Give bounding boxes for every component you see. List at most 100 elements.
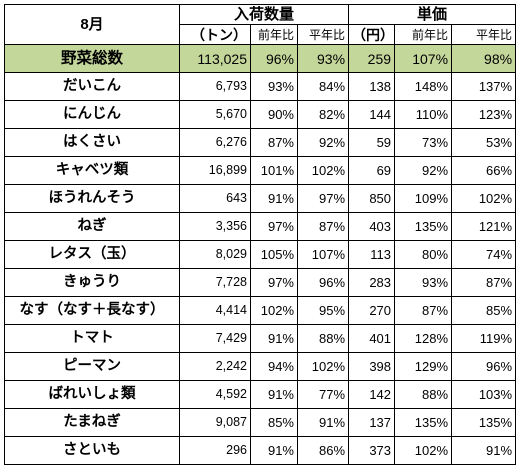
table-row: さといも 296 91% 86% 373 102% 91% bbox=[4, 436, 517, 465]
item-name: キャベツ類 bbox=[4, 156, 180, 185]
month-header: 8月 bbox=[4, 4, 180, 45]
unit-price: 850 bbox=[348, 184, 396, 213]
price-yoy: 107% bbox=[394, 44, 453, 73]
arrival-quantity: 7,429 bbox=[179, 324, 251, 353]
item-name: ねぎ bbox=[4, 212, 180, 241]
quantity-vs-average: 97% bbox=[296, 184, 350, 213]
item-name: ばれいしょ類 bbox=[4, 380, 180, 409]
arrival-quantity: 4,414 bbox=[179, 296, 251, 325]
price-yoy: 88% bbox=[394, 380, 453, 409]
quantity-yoy: 91% bbox=[250, 436, 298, 465]
quantity-yoy: 102% bbox=[250, 296, 298, 325]
price-vs-average: 98% bbox=[451, 44, 517, 73]
quantity-vs-average: 87% bbox=[296, 212, 350, 241]
unit-price: 138 bbox=[348, 72, 396, 101]
unit-price: 113 bbox=[348, 240, 396, 269]
unit-price: 283 bbox=[348, 268, 396, 297]
arrival-quantity: 643 bbox=[179, 184, 251, 213]
price-vs-average: 137% bbox=[451, 72, 517, 101]
table-row: なす（なす＋長なす） 4,414 102% 95% 270 87% 85% bbox=[4, 296, 517, 325]
item-name: ほうれんそう bbox=[4, 184, 180, 213]
price-vs-average: 66% bbox=[451, 156, 517, 185]
quantity-yoy: 87% bbox=[250, 128, 298, 157]
volume-avg-header: 平年比 bbox=[296, 24, 350, 45]
volume-group-header: 入荷数量 bbox=[178, 4, 350, 25]
item-name: ピーマン bbox=[4, 352, 180, 381]
quantity-vs-average: 96% bbox=[296, 268, 350, 297]
arrival-quantity: 3,356 bbox=[179, 212, 251, 241]
item-name: きゅうり bbox=[4, 268, 180, 297]
price-vs-average: 121% bbox=[451, 212, 517, 241]
price-yoy: 109% bbox=[394, 184, 453, 213]
table-row: トマト 7,429 91% 88% 401 128% 119% bbox=[4, 324, 517, 353]
price-yoy: 73% bbox=[394, 128, 453, 157]
quantity-yoy: 91% bbox=[250, 324, 298, 353]
quantity-vs-average: 92% bbox=[296, 128, 350, 157]
price-vs-average: 119% bbox=[451, 324, 517, 353]
price-vs-average: 91% bbox=[451, 436, 517, 465]
volume-yoy-header: 前年比 bbox=[250, 24, 298, 45]
price-vs-average: 85% bbox=[451, 296, 517, 325]
table-row: ばれいしょ類 4,592 91% 77% 142 88% 103% bbox=[4, 380, 517, 409]
quantity-yoy: 91% bbox=[250, 184, 298, 213]
table-row: きゅうり 7,728 97% 96% 283 93% 87% bbox=[4, 268, 517, 297]
price-vs-average: 102% bbox=[451, 184, 517, 213]
price-vs-average: 103% bbox=[451, 380, 517, 409]
table-header: 8月 入荷数量 単価 （トン） 前年比 平年比 （円） 前年比 平年比 bbox=[4, 4, 517, 45]
table-row: はくさい 6,276 87% 92% 59 73% 53% bbox=[4, 128, 517, 157]
price-vs-average: 87% bbox=[451, 268, 517, 297]
quantity-yoy: 101% bbox=[250, 156, 298, 185]
quantity-yoy: 97% bbox=[250, 212, 298, 241]
item-name: 野菜総数 bbox=[4, 44, 180, 73]
item-name: さといも bbox=[4, 436, 180, 465]
quantity-vs-average: 93% bbox=[296, 44, 350, 73]
arrival-quantity: 9,087 bbox=[179, 408, 251, 437]
price-yoy: 102% bbox=[394, 436, 453, 465]
quantity-vs-average: 88% bbox=[296, 324, 350, 353]
price-yoy: 135% bbox=[394, 212, 453, 241]
quantity-yoy: 105% bbox=[250, 240, 298, 269]
arrival-quantity: 2,242 bbox=[179, 352, 251, 381]
unit-price: 59 bbox=[348, 128, 396, 157]
quantity-yoy: 85% bbox=[250, 408, 298, 437]
quantity-vs-average: 82% bbox=[296, 100, 350, 129]
quantity-yoy: 96% bbox=[250, 44, 298, 73]
arrival-quantity: 4,592 bbox=[179, 380, 251, 409]
unit-price: 401 bbox=[348, 324, 396, 353]
table-row: ピーマン 2,242 94% 102% 398 129% 96% bbox=[4, 352, 517, 381]
table-row: にんじん 5,670 90% 82% 144 110% 123% bbox=[4, 100, 517, 129]
table-row: ほうれんそう 643 91% 97% 850 109% 102% bbox=[4, 184, 517, 213]
price-yoy: 135% bbox=[394, 408, 453, 437]
item-name: たまねぎ bbox=[4, 408, 180, 437]
item-name: はくさい bbox=[4, 128, 180, 157]
item-name: にんじん bbox=[4, 100, 180, 129]
price-yoy: 129% bbox=[394, 352, 453, 381]
price-yoy: 87% bbox=[394, 296, 453, 325]
total-row: 野菜総数 113,025 96% 93% 259 107% 98% bbox=[4, 44, 517, 73]
price-unit-header: （円） bbox=[348, 24, 396, 45]
table-row: レタス（玉） 8,029 105% 107% 113 80% 74% bbox=[4, 240, 517, 269]
table-row: たまねぎ 9,087 85% 91% 137 135% 135% bbox=[4, 408, 517, 437]
price-vs-average: 53% bbox=[451, 128, 517, 157]
table-row: キャベツ類 16,899 101% 102% 69 92% 66% bbox=[4, 156, 517, 185]
price-yoy-header: 前年比 bbox=[394, 24, 453, 45]
price-vs-average: 135% bbox=[451, 408, 517, 437]
arrival-quantity: 7,728 bbox=[179, 268, 251, 297]
unit-price: 142 bbox=[348, 380, 396, 409]
quantity-yoy: 94% bbox=[250, 352, 298, 381]
unit-price: 270 bbox=[348, 296, 396, 325]
quantity-vs-average: 86% bbox=[296, 436, 350, 465]
quantity-vs-average: 107% bbox=[296, 240, 350, 269]
price-avg-header: 平年比 bbox=[451, 24, 517, 45]
arrival-quantity: 6,276 bbox=[179, 128, 251, 157]
quantity-yoy: 91% bbox=[250, 380, 298, 409]
arrival-quantity: 8,029 bbox=[179, 240, 251, 269]
unit-price: 69 bbox=[348, 156, 396, 185]
price-yoy: 93% bbox=[394, 268, 453, 297]
price-group-header: 単価 bbox=[348, 4, 517, 25]
price-vs-average: 123% bbox=[451, 100, 517, 129]
table-row: ねぎ 3,356 97% 87% 403 135% 121% bbox=[4, 212, 517, 241]
price-yoy: 80% bbox=[394, 240, 453, 269]
price-yoy: 92% bbox=[394, 156, 453, 185]
price-vs-average: 96% bbox=[451, 352, 517, 381]
